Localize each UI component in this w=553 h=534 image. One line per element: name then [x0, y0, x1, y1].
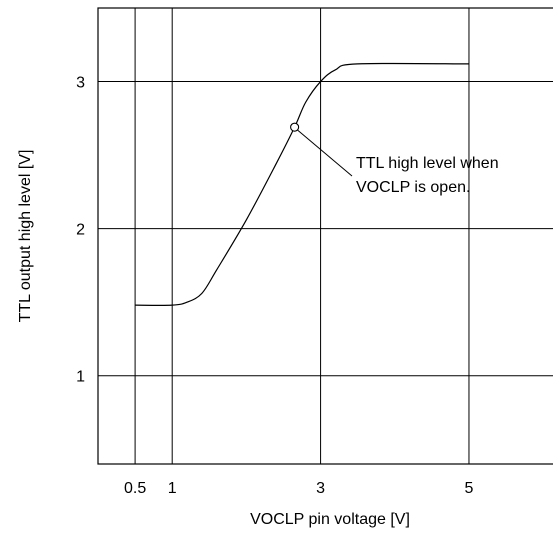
- annotation-marker: [290, 122, 300, 132]
- x-axis-label: VOCLP pin voltage [V]: [250, 511, 410, 528]
- y-tick-label: 2: [76, 222, 85, 239]
- y-tick-label: 3: [76, 75, 85, 92]
- grid-lines: [98, 8, 553, 464]
- annotation-text: TTL high level when: [356, 155, 499, 172]
- x-tick-label: 5: [465, 480, 474, 497]
- annotation-leader-line: [297, 129, 353, 177]
- x-tick-label: 1: [168, 480, 177, 497]
- series-group: [135, 62, 469, 306]
- annotation-group: TTL high level when VOCLP is open.: [290, 122, 499, 196]
- y-axis-label: TTL output high level [V]: [17, 150, 34, 323]
- y-tick-label: 1: [76, 369, 85, 386]
- plot-frame: [97, 7, 553, 465]
- series-line: [135, 62, 469, 306]
- x-tick-label: 3: [316, 480, 325, 497]
- x-tick-labels: 0.5 1 3 5: [124, 480, 474, 497]
- y-tick-labels: 1 2 3: [76, 75, 85, 386]
- annotation-text: VOCLP is open.: [356, 179, 470, 196]
- x-tick-label: 0.5: [124, 480, 146, 497]
